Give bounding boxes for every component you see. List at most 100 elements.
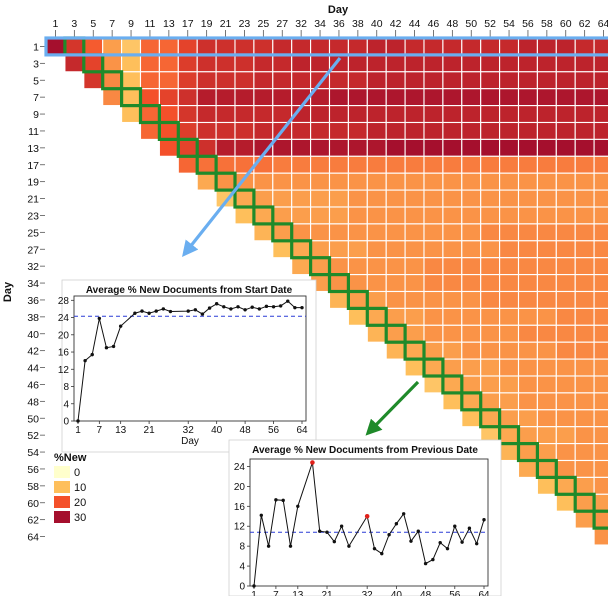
y-tick-label: 19 [27,177,39,189]
heatmap-cell [517,172,538,191]
heatmap-cell [555,257,576,276]
heatmap-cell [461,341,482,360]
x-tick-label: 52 [484,18,496,30]
heatmap-cell [536,459,557,478]
start-chart-y-tick-label: 24 [58,313,70,324]
heatmap-cell [347,189,368,208]
heatmap-cell [461,274,482,293]
heatmap-cell [499,71,520,90]
heatmap-cell [121,71,142,90]
x-tick-label: 1 [53,18,59,30]
start-chart-data-point [186,309,190,313]
heatmap-cell [536,37,557,56]
heatmap-cell [291,54,312,73]
heatmap-cell [158,105,179,124]
heatmap-cell [385,324,406,343]
prev-chart-y-tick-label: 20 [234,482,246,493]
heatmap-cell [385,307,406,326]
start-chart-y-tick-label: 4 [63,399,69,410]
heatmap-cell [574,138,595,157]
x-tick-label: 58 [541,18,553,30]
heatmap-cell [517,37,538,56]
y-tick-label: 46 [27,379,39,391]
heatmap-cell [83,37,104,56]
y-tick-label: 32 [27,261,39,273]
heatmap-cell [536,476,557,495]
diagonal-highlight-box [157,120,180,141]
heatmap-cell [404,121,425,140]
prev-chart-data-point [364,513,370,519]
arrow-to-start-chart [182,57,342,258]
x-tick-label: 48 [447,18,459,30]
heatmap-cell [480,37,501,56]
diagonal-highlight-box [176,137,199,158]
heatmap-cell [499,189,520,208]
heatmap-cell [574,324,595,343]
heatmap-cell [574,257,595,276]
heatmap-cell [461,105,482,124]
x-tick-label: 3 [71,18,77,30]
heatmap-cell [366,324,387,343]
y-tick-label: 25 [27,227,39,239]
heatmap-cell [196,71,217,90]
heatmap-cell [555,88,576,107]
heatmap-cell [310,54,331,73]
heatmap-cell [461,223,482,242]
start-chart-title: Average % New Documents from Start Date [86,285,293,296]
heatmap-cell [347,121,368,140]
heatmap-cell [404,274,425,293]
diagonal-highlight-box [422,357,445,378]
diagonal-highlight-box [460,391,483,412]
heatmap-cell [555,155,576,174]
heatmap-cell [442,71,463,90]
y-tick-label: 44 [27,363,39,375]
heatmap-cell [574,443,595,462]
heatmap-cell [385,88,406,107]
heatmap-cell [196,105,217,124]
start-chart-data-point [243,308,247,312]
heatmap-cell [574,105,595,124]
heatmap-cell [517,392,538,411]
heatmap-cell [328,189,349,208]
prev-chart-data-point [416,529,420,533]
heatmap-cell [461,206,482,225]
x-tick-label: 46 [428,18,440,30]
start-chart-data-point [229,307,233,311]
heatmap-cell [272,54,293,73]
heatmap-cell [366,71,387,90]
heatmap-cell [574,392,595,411]
heatmap-cell [310,257,331,276]
heatmap-cell [177,121,198,140]
heatmap-cell [328,37,349,56]
start-chart-x-tick-label: 40 [211,425,223,436]
heatmap-cell [291,240,312,259]
start-chart-x-tick-label: 7 [97,425,103,436]
x-tick-label: 7 [109,18,115,30]
heatmap-cell [442,290,463,309]
heatmap-cell [215,37,236,56]
start-chart-data-point [222,305,226,309]
prev-chart-x-tick-label: 1 [251,590,257,596]
heatmap-cell [347,290,368,309]
heatmap-cell [517,409,538,428]
heatmap-cell [442,189,463,208]
heatmap-cell [593,138,608,157]
heatmap-cell [366,155,387,174]
heatmap-cell [196,121,217,140]
heatmap-cell [536,274,557,293]
heatmap-cell [253,172,274,191]
heatmap-cell [442,341,463,360]
heatmap-cell [461,307,482,326]
prev-chart-x-tick-label: 32 [362,590,374,596]
heatmap-cell [499,426,520,445]
start-chart-data-point [250,305,254,309]
heatmap-cell [517,443,538,462]
heatmap-cell [480,121,501,140]
y-tick-label: 21 [27,194,39,206]
heatmap-cell [215,54,236,73]
heatmap-cell [574,375,595,394]
heatmap-cell [310,138,331,157]
start-chart-data-point [97,316,102,321]
heatmap-cell [423,257,444,276]
prev-chart-y-tick-label: 8 [239,542,245,553]
